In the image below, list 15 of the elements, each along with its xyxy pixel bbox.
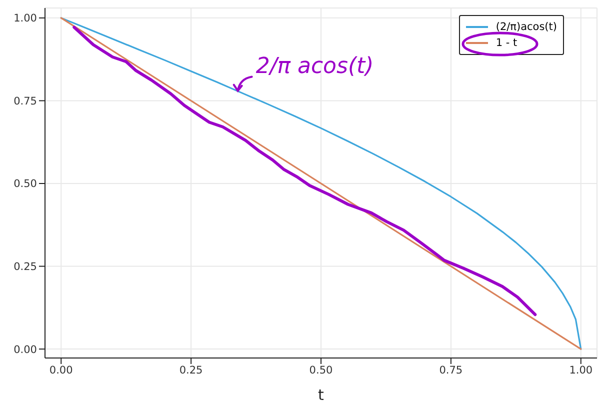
x-tick-label: 0.25: [179, 364, 203, 376]
x-axis-title: t: [318, 386, 324, 402]
x-tick-label: 0.00: [49, 364, 73, 376]
legend-label: (2/π)acos(t): [496, 20, 557, 35]
legend-label: 1 - t: [496, 36, 518, 51]
y-tick-label: 0.00: [14, 344, 37, 356]
x-tick-label: 0.50: [309, 364, 333, 376]
y-tick-label: 0.50: [14, 178, 37, 190]
x-tick-label: 0.75: [439, 364, 463, 376]
x-tick-label: 1.00: [569, 364, 593, 376]
y-tick-label: 0.25: [14, 261, 37, 274]
annotation: 2/π acos(t): [256, 54, 374, 79]
y-tick-label: 1.00: [14, 12, 37, 25]
y-tick-label: 0.75: [14, 95, 37, 108]
line-series: [60, 17, 582, 350]
